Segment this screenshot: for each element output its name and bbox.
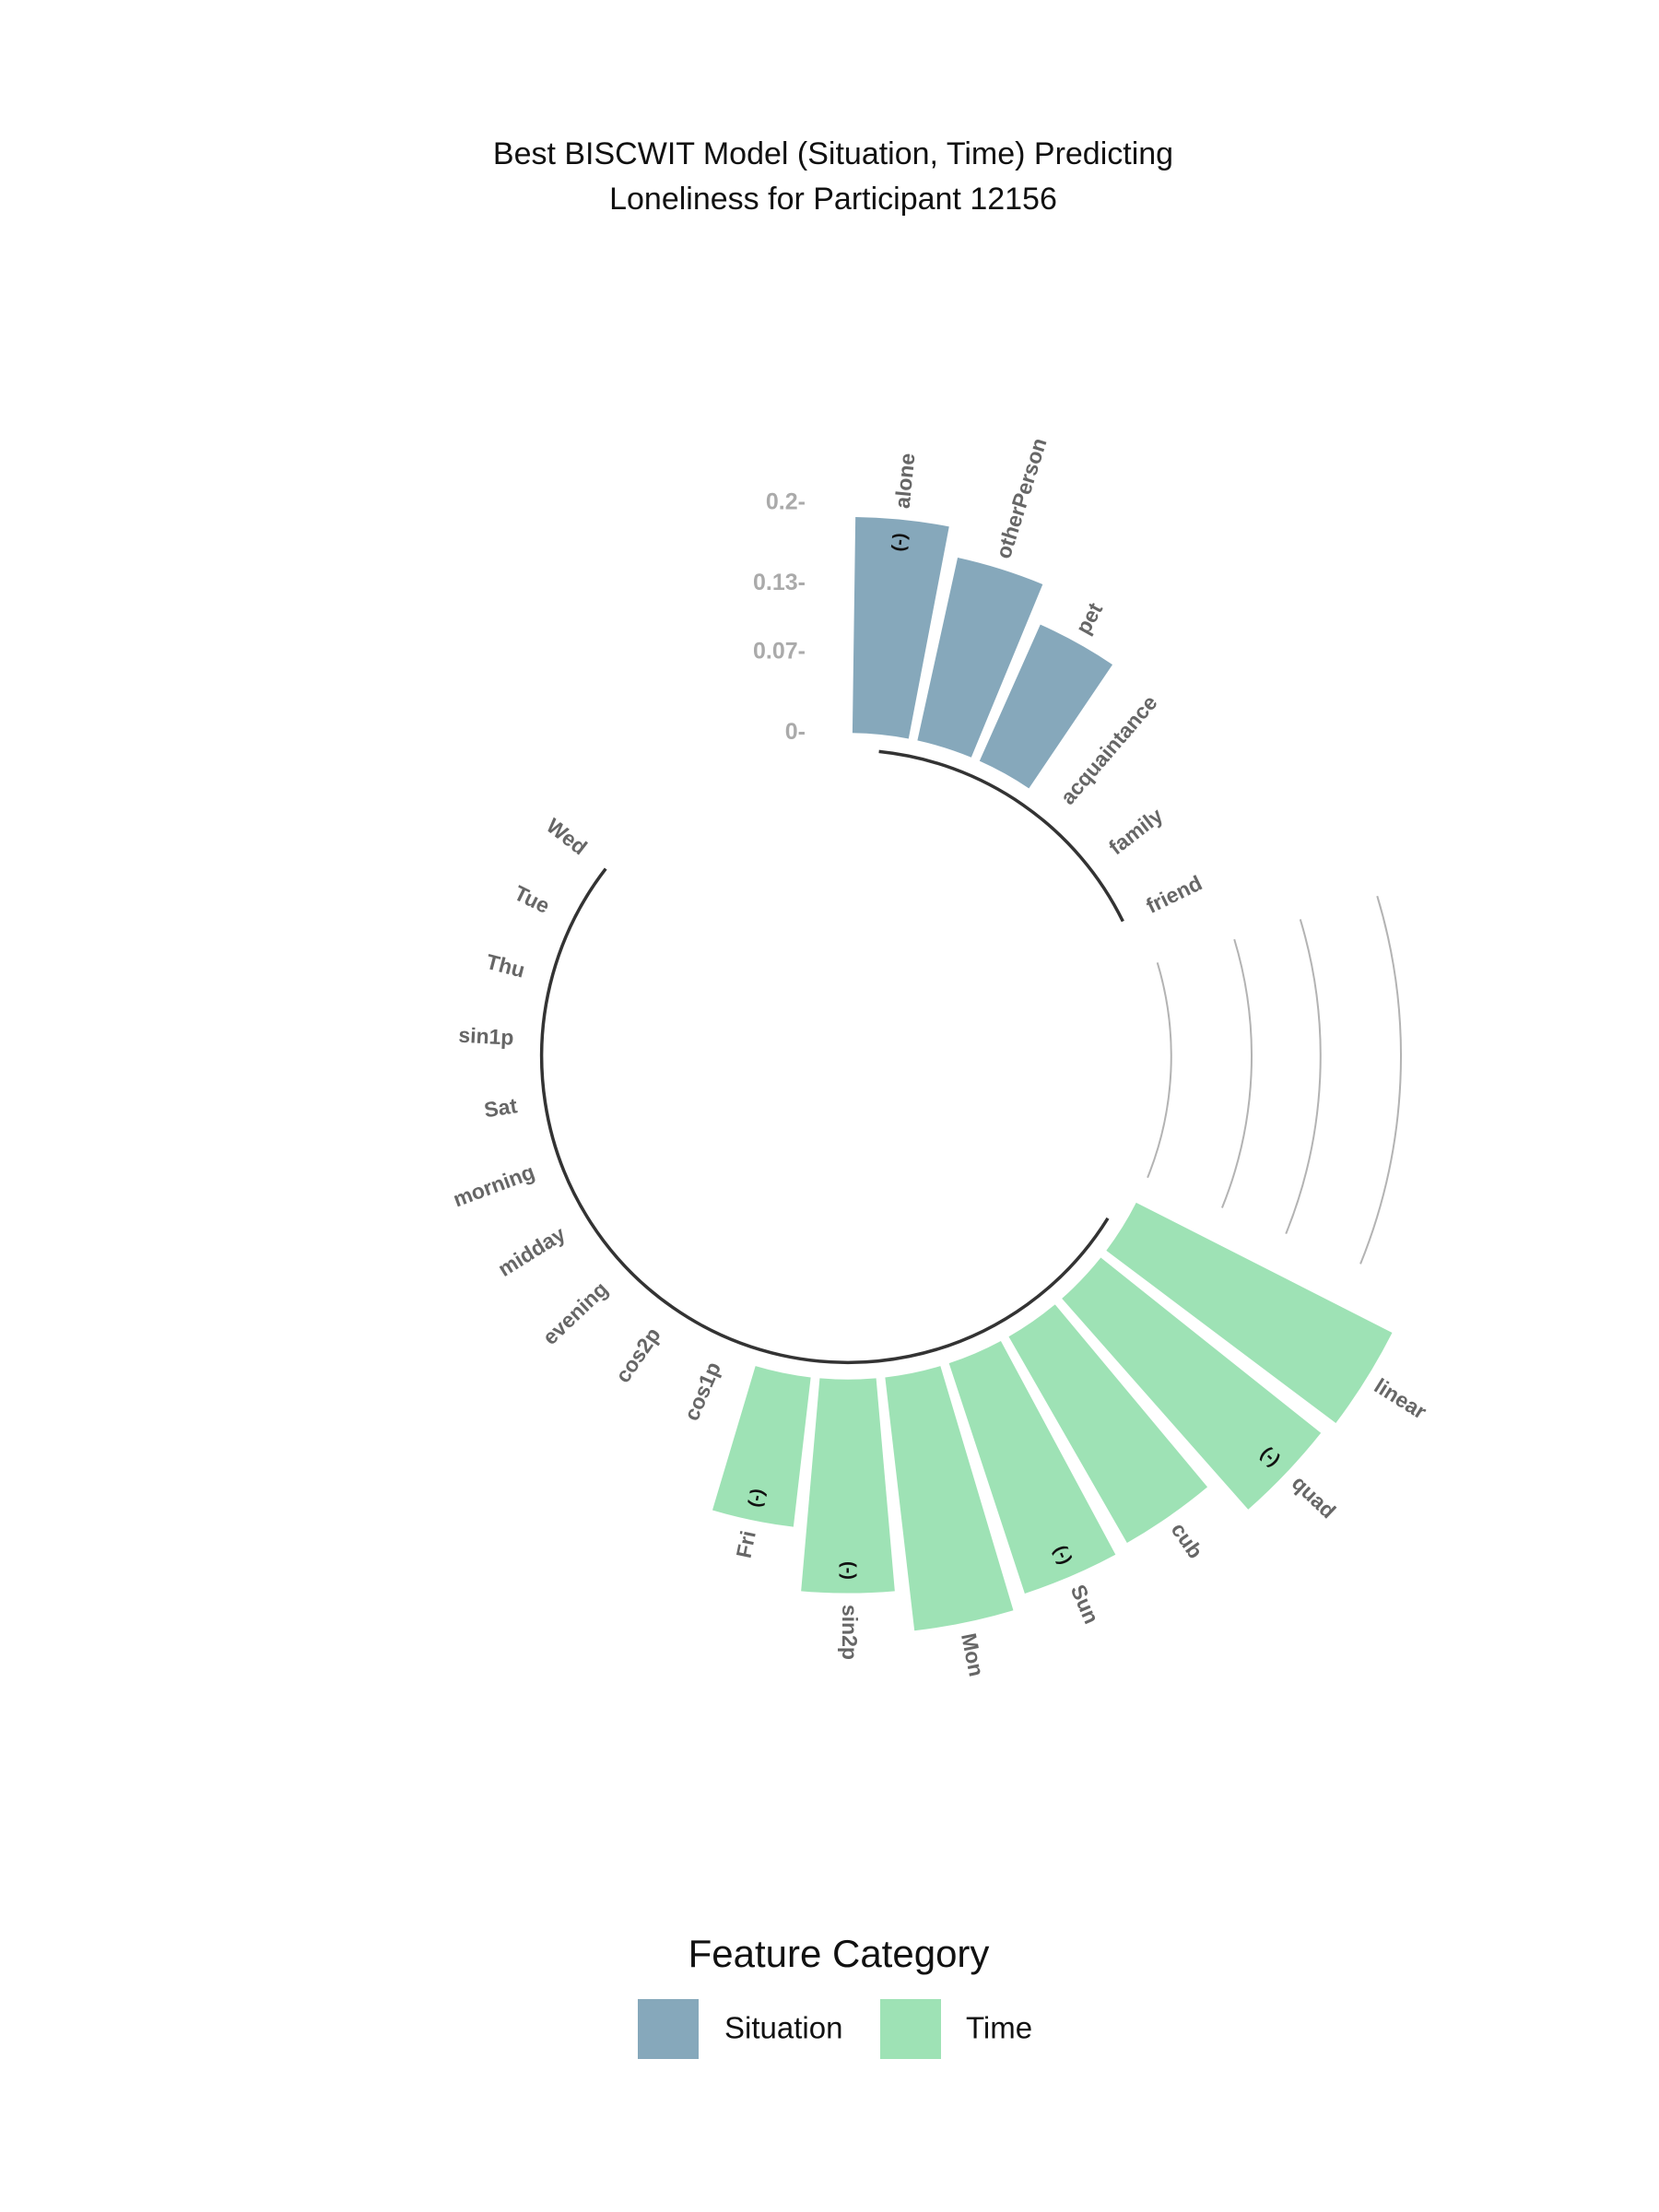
group-baseline — [878, 749, 1124, 923]
category-label: linear — [1371, 1373, 1431, 1424]
group-baseline — [540, 867, 1110, 1365]
category-label: alone — [890, 452, 920, 509]
category-label: Fri — [732, 1529, 760, 1560]
bar — [917, 558, 1043, 758]
legend-key — [880, 1999, 941, 2059]
grid-line — [1220, 938, 1253, 1208]
bar — [712, 1366, 811, 1527]
bar — [801, 1378, 895, 1594]
category-label: cos1p — [679, 1359, 725, 1424]
legend-label: Situation — [724, 2011, 842, 2045]
bar — [948, 1341, 1116, 1594]
grid-line — [1359, 895, 1402, 1265]
y-tick-label: 0.13- — [753, 570, 806, 595]
chart-subtitle: Loneliness for Participant 12156 — [609, 182, 1057, 217]
bar — [1008, 1304, 1208, 1544]
y-tick-label: 0- — [785, 719, 806, 745]
sign-annotation: (-) — [888, 532, 911, 552]
y-tick-label: 0.07- — [753, 639, 806, 665]
y-tick-label: 0.2- — [766, 489, 806, 515]
grid-line — [1147, 962, 1172, 1179]
sign-annotation: (-) — [745, 1487, 769, 1509]
category-label: morning — [450, 1159, 537, 1211]
bar — [885, 1366, 1014, 1631]
bar — [979, 624, 1113, 789]
category-label: quad — [1288, 1471, 1341, 1524]
category-label: friend — [1142, 871, 1206, 918]
bar — [535, 1141, 556, 1195]
category-label: sin2p — [838, 1605, 862, 1660]
bar — [1062, 1257, 1322, 1510]
bar — [1106, 1202, 1393, 1424]
category-label: midday — [494, 1221, 570, 1281]
category-label: cub — [1167, 1518, 1208, 1562]
chart-title: Best BISCWIT Model (Situation, Time) Pre… — [493, 136, 1173, 171]
legend-title: Feature Category — [688, 1932, 990, 1975]
bar — [529, 947, 544, 1004]
category-label: Sun — [1066, 1581, 1104, 1627]
category-label: pet — [1071, 598, 1108, 638]
category-label: family — [1104, 803, 1168, 859]
category-label: cos2p — [610, 1323, 665, 1386]
category-label: otherPerson — [991, 435, 1051, 561]
category-label: Sat — [482, 1093, 519, 1122]
bar — [852, 517, 949, 739]
category-label: Thu — [484, 949, 527, 982]
grid-line — [1285, 919, 1322, 1234]
bar — [524, 1077, 535, 1134]
category-label: Tue — [511, 880, 554, 918]
category-label: sin1p — [458, 1023, 514, 1050]
category-label: evening — [538, 1277, 613, 1349]
bar — [524, 1011, 528, 1068]
category-label: Wed — [542, 813, 592, 859]
legend-key — [638, 1999, 699, 2059]
sign-annotation: (-) — [839, 1561, 859, 1580]
category-label: Mon — [957, 1631, 989, 1679]
legend-label: Time — [966, 2011, 1032, 2045]
